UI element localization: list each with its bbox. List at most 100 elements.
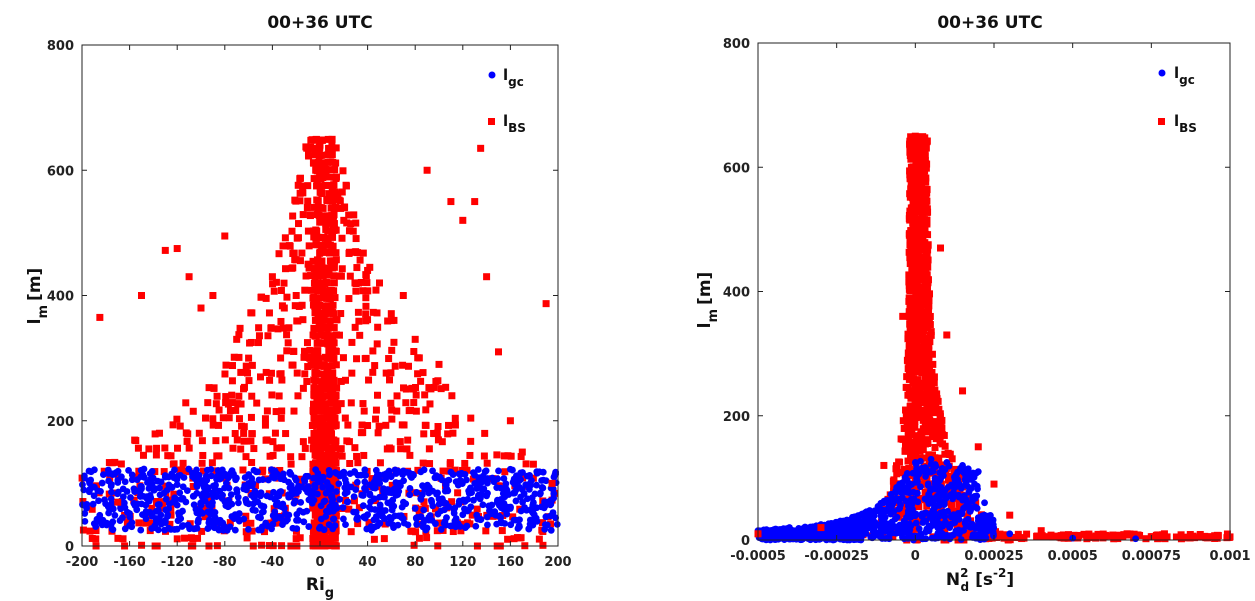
- x-tick-label: -200: [66, 555, 99, 570]
- point-lbs: [397, 445, 405, 453]
- point-lgc: [936, 492, 944, 500]
- point-lbs: [921, 145, 929, 153]
- point-lbs: [212, 400, 220, 408]
- point-lbs: [943, 331, 951, 339]
- point-lbs: [314, 286, 322, 294]
- point-lbs: [332, 144, 340, 152]
- point-lbs: [529, 460, 537, 468]
- point-lgc: [177, 495, 185, 503]
- point-lgc: [438, 476, 446, 484]
- point-lgc: [195, 471, 203, 479]
- point-lbs: [314, 310, 322, 318]
- point-lgc: [484, 521, 491, 529]
- point-lbs: [353, 355, 361, 363]
- point-lgc: [335, 480, 343, 488]
- point-lgc: [189, 473, 196, 480]
- point-lgc: [897, 486, 905, 494]
- point-lbs: [248, 361, 256, 369]
- point-lbs: [310, 414, 318, 422]
- point-lbs: [402, 399, 410, 407]
- point-lbs: [152, 498, 160, 506]
- point-lbs: [307, 272, 315, 280]
- point-lgc: [339, 504, 347, 511]
- point-lgc: [968, 497, 976, 505]
- point-lbs: [918, 365, 926, 373]
- point-lbs: [173, 415, 181, 423]
- point-lbs: [326, 151, 334, 159]
- point-lgc: [192, 525, 200, 532]
- point-lbs: [313, 429, 321, 437]
- point-lbs: [1015, 533, 1023, 541]
- point-lgc: [895, 505, 903, 513]
- point-lgc: [376, 493, 383, 501]
- point-lbs: [303, 204, 311, 212]
- point-lgc: [285, 478, 292, 486]
- point-lbs: [228, 362, 236, 370]
- point-lbs: [159, 498, 167, 506]
- point-lbs: [105, 459, 113, 467]
- point-lbs: [912, 159, 920, 167]
- point-lgc: [241, 474, 249, 481]
- point-lbs: [509, 513, 517, 521]
- point-lbs: [1092, 532, 1100, 540]
- point-lbs: [328, 362, 336, 370]
- point-lbs: [299, 384, 307, 392]
- point-lbs: [322, 181, 330, 189]
- point-lbs: [289, 212, 297, 220]
- point-lgc: [207, 472, 215, 480]
- x-tick-label: 200: [544, 555, 571, 570]
- point-lbs: [304, 197, 312, 205]
- point-lbs: [202, 414, 210, 422]
- point-lbs: [1109, 531, 1117, 539]
- point-lbs: [412, 407, 420, 415]
- point-lbs: [285, 242, 293, 250]
- point-lgc: [329, 507, 337, 515]
- point-lgc: [376, 519, 384, 527]
- point-lbs: [342, 181, 350, 189]
- y-tick-label: 400: [723, 286, 750, 301]
- point-lgc: [81, 517, 89, 525]
- point-lbs: [237, 445, 245, 453]
- point-lbs: [316, 159, 324, 167]
- point-lgc: [252, 507, 259, 514]
- point-lgc: [909, 469, 917, 477]
- point-lbs: [185, 444, 193, 452]
- point-lbs: [922, 376, 930, 384]
- point-lgc: [450, 506, 458, 514]
- point-lbs: [279, 324, 287, 332]
- point-lgc: [406, 491, 414, 499]
- point-lgc: [171, 526, 179, 533]
- point-lgc: [320, 526, 328, 534]
- point-lbs: [404, 436, 412, 444]
- point-lbs: [258, 293, 266, 301]
- point-lbs: [311, 444, 319, 452]
- point-lgc: [327, 484, 335, 492]
- point-lgc: [427, 496, 435, 504]
- point-lgc: [971, 480, 978, 488]
- point-lbs: [313, 399, 321, 407]
- point-lbs: [222, 393, 230, 401]
- point-lbs: [301, 444, 309, 452]
- point-lbs: [1000, 531, 1008, 539]
- point-lbs: [352, 248, 360, 256]
- point-lbs: [364, 316, 372, 324]
- point-lbs: [185, 273, 193, 281]
- point-lbs: [382, 421, 390, 429]
- point-lgc: [207, 466, 215, 473]
- point-lgc: [1132, 535, 1139, 543]
- point-lbs: [369, 368, 377, 376]
- point-lbs: [240, 429, 248, 437]
- point-lbs: [922, 317, 930, 325]
- point-lbs: [319, 534, 327, 542]
- point-lgc: [539, 468, 547, 476]
- point-lbs: [329, 182, 337, 190]
- point-lgc: [525, 485, 533, 493]
- point-lbs: [937, 421, 945, 429]
- point-lbs: [922, 142, 930, 150]
- point-lbs: [904, 444, 912, 452]
- point-lgc: [128, 471, 136, 479]
- point-lbs: [438, 438, 446, 446]
- point-lgc: [479, 472, 487, 480]
- point-lgc: [83, 504, 90, 512]
- point-lgc: [285, 491, 293, 499]
